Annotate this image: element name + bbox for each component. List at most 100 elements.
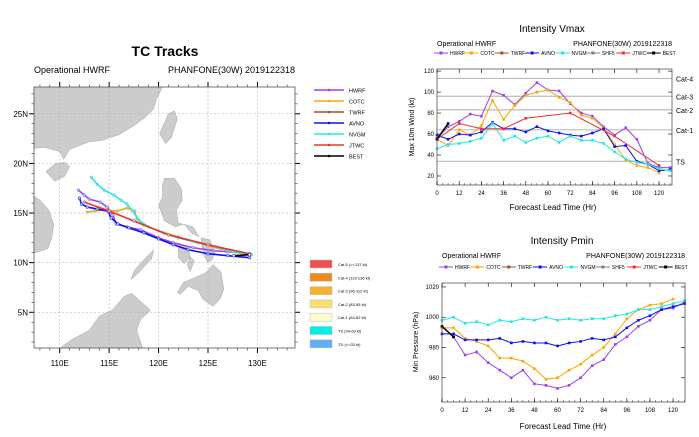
data-point-cotc	[590, 353, 594, 357]
legend-marker-cotc	[327, 99, 331, 103]
data-point-cotc	[510, 356, 513, 360]
x-tick-label: 84	[589, 191, 596, 197]
legend-label-jtwc: JTWC	[643, 265, 657, 271]
data-point-cotc	[557, 96, 561, 99]
data-point-hwrf	[463, 353, 467, 357]
data-point-hwrf	[491, 89, 494, 93]
series-line-nvgm	[441, 300, 685, 326]
data-point-nvgm	[637, 308, 640, 311]
y-tick-label: 15N	[13, 209, 28, 218]
x-tick-label: 48	[522, 191, 529, 197]
x-tick-label: 120	[668, 408, 679, 414]
data-point-avno	[446, 137, 450, 141]
legend-marker-twrf	[507, 265, 511, 269]
x-tick-label: 130E	[248, 359, 267, 368]
x-tick-label: 108	[645, 408, 656, 414]
legend-label-hwrf: HWRF	[450, 51, 465, 57]
track-point-avno	[85, 205, 90, 209]
data-point-hwrf	[671, 306, 675, 310]
data-point-cotc	[660, 302, 663, 305]
data-point-nvgm	[635, 161, 639, 164]
map-frame	[33, 86, 296, 349]
data-point-avno	[624, 144, 628, 147]
series-line-jtwc	[436, 112, 660, 166]
data-point-cotc	[635, 164, 639, 167]
track-line-jtwc	[84, 201, 250, 255]
data-point-jtwc	[657, 164, 661, 167]
category-label: Cat-4 (113-136 kt)	[338, 275, 371, 280]
data-point-hwrf	[602, 358, 606, 361]
data-point-cotc	[546, 88, 550, 92]
data-point-hwrf	[521, 368, 525, 372]
x-tick-label: 36	[500, 191, 507, 197]
legend-marker-nvgm	[561, 51, 564, 55]
legend-label-nvgm: NVGM	[572, 51, 587, 57]
data-point-nvgm	[524, 141, 528, 144]
track-point-hwrf	[98, 200, 102, 204]
legend-label-shf5: SHF5	[602, 51, 615, 57]
data-point-nvgm	[491, 122, 494, 125]
legend-label-twrf: TWRF	[511, 51, 525, 57]
data-point-avno	[625, 326, 629, 330]
data-point-nvgm	[602, 142, 605, 145]
legend-marker-hwrf	[444, 265, 448, 269]
legend-label-cotc: COTC	[349, 100, 365, 106]
y-tick-label: 960	[429, 376, 440, 382]
legend-label-hwrf: HWRF	[349, 89, 366, 95]
y-tick-label: 60	[427, 132, 434, 138]
x-tick-label: 72	[577, 408, 584, 414]
data-point-nvgm	[452, 315, 455, 319]
data-point-avno	[637, 318, 640, 322]
landmass-2	[159, 110, 178, 144]
plot-frame	[436, 68, 673, 186]
legend-marker-best	[327, 154, 331, 158]
data-point-cotc	[502, 118, 505, 121]
y-tick-label: 980	[429, 345, 440, 351]
track-point-hwrf	[87, 197, 92, 201]
x-tick-label: 72	[567, 191, 574, 197]
track-point-avno	[77, 196, 82, 200]
track-point-hwrf	[111, 213, 115, 217]
y-tick-label: 100	[424, 90, 435, 96]
y-tick-label: 10N	[13, 259, 28, 268]
series-line-nvgm	[436, 122, 671, 172]
data-point-cotc	[579, 362, 582, 366]
data-point-avno	[648, 314, 652, 318]
data-point-nvgm	[446, 143, 450, 146]
track-point-jtwc	[166, 233, 171, 237]
data-point-hwrf	[635, 137, 639, 141]
data-point-avno	[613, 335, 617, 339]
series-line-avno	[442, 303, 685, 347]
data-point-nvgm	[556, 318, 559, 322]
x-tick-label: 24	[478, 191, 485, 197]
track-point-cotc	[125, 206, 129, 210]
vmax-subtitle-right: PHANFONE(30W) 2019122318	[573, 41, 672, 48]
x-tick-label: 125E	[199, 359, 218, 368]
data-point-hwrf	[486, 361, 490, 364]
legend-marker-avno	[530, 51, 534, 55]
legend-marker-jtwc	[621, 51, 625, 55]
track-point-avno	[247, 256, 252, 260]
category-label: Cat-3 (96-112 kt)	[338, 289, 369, 294]
x-tick-label: 48	[531, 408, 538, 414]
data-point-avno	[510, 341, 513, 345]
track-point-nvgm	[131, 209, 135, 213]
legend-marker-nvgm	[327, 132, 331, 136]
data-point-jtwc	[480, 127, 483, 131]
track-point-jtwc	[107, 209, 111, 213]
category-swatch	[309, 273, 333, 282]
data-point-cotc	[556, 376, 559, 380]
series-line-hwrf	[436, 81, 671, 169]
pmin-subtitle-right: PHANFONE(30W) 2019122318	[586, 253, 685, 260]
x-tick-label: 120E	[149, 359, 168, 368]
data-point-cotc	[452, 326, 455, 330]
data-point-cotc	[498, 356, 502, 360]
legend-marker-shf5	[601, 265, 605, 269]
track-point-cotc	[115, 209, 119, 213]
data-point-hwrf	[624, 126, 628, 130]
data-point-hwrf	[475, 350, 478, 354]
data-point-avno	[591, 131, 594, 135]
data-point-nvgm	[557, 141, 561, 144]
legend-marker-hwrf	[439, 51, 443, 55]
vmax-xlabel: Forecast Lead Time (Hr)	[510, 203, 597, 212]
